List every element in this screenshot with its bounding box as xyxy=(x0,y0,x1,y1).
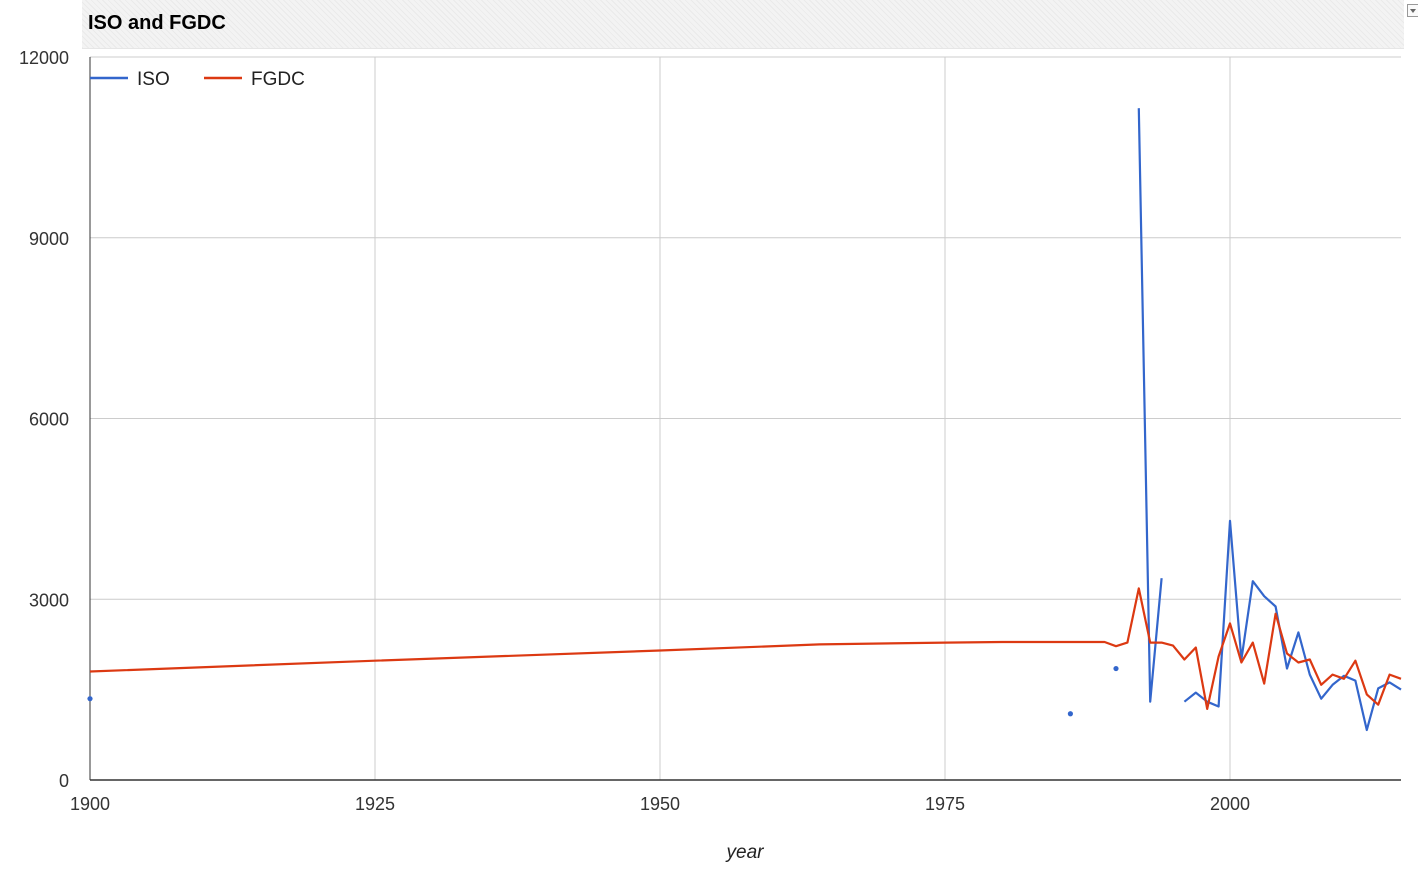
y-tick-label: 6000 xyxy=(29,410,69,430)
y-tick-label: 12000 xyxy=(19,48,69,68)
iso-point xyxy=(1113,665,1119,672)
x-tick-label: 1975 xyxy=(925,794,965,814)
legend-item-fgdc[interactable]: FGDC xyxy=(204,69,305,90)
fgdc-line xyxy=(89,587,1402,710)
x-tick-label: 1925 xyxy=(355,794,395,814)
iso-point xyxy=(1067,711,1073,717)
chart-title: ISO and FGDC xyxy=(88,12,226,34)
axes xyxy=(89,57,1401,781)
y-tick-label: 0 xyxy=(59,771,69,791)
x-tick-label: 1950 xyxy=(640,794,680,814)
x-axis-label: year xyxy=(725,842,765,863)
iso-line xyxy=(1137,108,1163,703)
x-tick-label: 2000 xyxy=(1210,794,1250,814)
chart-menu-button[interactable] xyxy=(1407,4,1418,17)
legend-item-iso[interactable]: ISO xyxy=(90,69,170,90)
y-tick-label: 3000 xyxy=(29,590,69,610)
series-lines xyxy=(87,108,1402,732)
legend-label: FGDC xyxy=(251,69,305,90)
iso-point xyxy=(87,696,93,702)
chart-title-bar: ISO and FGDC xyxy=(82,0,1404,49)
legend-label: ISO xyxy=(137,69,170,90)
x-tick-label: 1900 xyxy=(70,794,110,814)
legend: ISO FGDC xyxy=(90,69,305,90)
y-tick-labels: 0 3000 6000 9000 12000 xyxy=(19,48,69,791)
y-tick-label: 9000 xyxy=(29,229,69,249)
iso-line xyxy=(1183,519,1402,732)
grid-lines xyxy=(90,56,1401,780)
x-tick-labels: 1900 1925 1950 1975 2000 xyxy=(70,794,1250,814)
